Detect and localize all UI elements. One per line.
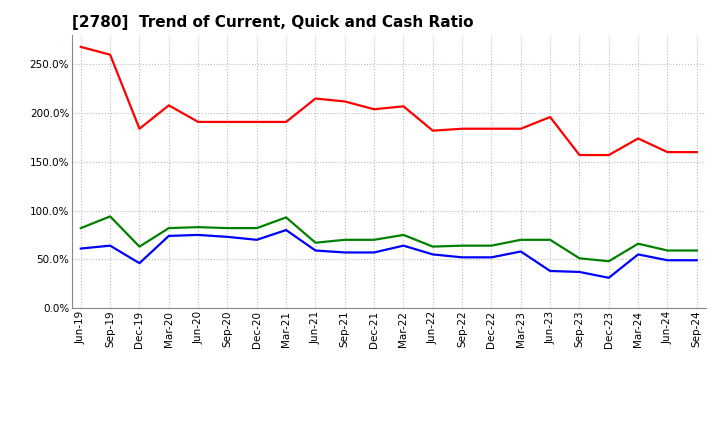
- Cash Ratio: [546, 268, 554, 274]
- Current Ratio: [399, 104, 408, 109]
- Quick Ratio: [458, 243, 467, 248]
- Quick Ratio: [516, 237, 525, 242]
- Quick Ratio: [370, 237, 379, 242]
- Quick Ratio: [693, 248, 701, 253]
- Quick Ratio: [164, 225, 173, 231]
- Cash Ratio: [428, 252, 437, 257]
- Current Ratio: [282, 119, 290, 125]
- Quick Ratio: [106, 214, 114, 219]
- Cash Ratio: [399, 243, 408, 248]
- Line: Current Ratio: Current Ratio: [81, 47, 697, 155]
- Current Ratio: [341, 99, 349, 104]
- Line: Quick Ratio: Quick Ratio: [81, 216, 697, 261]
- Cash Ratio: [575, 269, 584, 275]
- Cash Ratio: [282, 227, 290, 233]
- Current Ratio: [106, 52, 114, 57]
- Current Ratio: [370, 106, 379, 112]
- Quick Ratio: [663, 248, 672, 253]
- Quick Ratio: [428, 244, 437, 249]
- Current Ratio: [194, 119, 202, 125]
- Current Ratio: [487, 126, 496, 132]
- Current Ratio: [253, 119, 261, 125]
- Quick Ratio: [546, 237, 554, 242]
- Cash Ratio: [634, 252, 642, 257]
- Text: [2780]  Trend of Current, Quick and Cash Ratio: [2780] Trend of Current, Quick and Cash …: [72, 15, 474, 30]
- Quick Ratio: [487, 243, 496, 248]
- Cash Ratio: [458, 255, 467, 260]
- Cash Ratio: [605, 275, 613, 280]
- Cash Ratio: [106, 243, 114, 248]
- Cash Ratio: [516, 249, 525, 254]
- Quick Ratio: [194, 224, 202, 230]
- Cash Ratio: [253, 237, 261, 242]
- Current Ratio: [516, 126, 525, 132]
- Cash Ratio: [487, 255, 496, 260]
- Quick Ratio: [399, 232, 408, 238]
- Current Ratio: [575, 152, 584, 158]
- Current Ratio: [311, 96, 320, 101]
- Current Ratio: [164, 103, 173, 108]
- Quick Ratio: [605, 259, 613, 264]
- Current Ratio: [428, 128, 437, 133]
- Cash Ratio: [164, 233, 173, 238]
- Current Ratio: [693, 150, 701, 155]
- Cash Ratio: [341, 250, 349, 255]
- Quick Ratio: [223, 225, 232, 231]
- Cash Ratio: [135, 260, 144, 266]
- Quick Ratio: [311, 240, 320, 246]
- Current Ratio: [634, 136, 642, 141]
- Cash Ratio: [76, 246, 85, 251]
- Current Ratio: [76, 44, 85, 50]
- Quick Ratio: [282, 215, 290, 220]
- Line: Cash Ratio: Cash Ratio: [81, 230, 697, 278]
- Cash Ratio: [693, 258, 701, 263]
- Cash Ratio: [194, 232, 202, 238]
- Current Ratio: [223, 119, 232, 125]
- Current Ratio: [458, 126, 467, 132]
- Quick Ratio: [634, 241, 642, 246]
- Quick Ratio: [76, 225, 85, 231]
- Cash Ratio: [311, 248, 320, 253]
- Current Ratio: [135, 126, 144, 132]
- Quick Ratio: [253, 225, 261, 231]
- Cash Ratio: [223, 234, 232, 239]
- Cash Ratio: [370, 250, 379, 255]
- Current Ratio: [605, 152, 613, 158]
- Quick Ratio: [135, 244, 144, 249]
- Current Ratio: [546, 114, 554, 120]
- Quick Ratio: [341, 237, 349, 242]
- Quick Ratio: [575, 256, 584, 261]
- Cash Ratio: [663, 258, 672, 263]
- Current Ratio: [663, 150, 672, 155]
